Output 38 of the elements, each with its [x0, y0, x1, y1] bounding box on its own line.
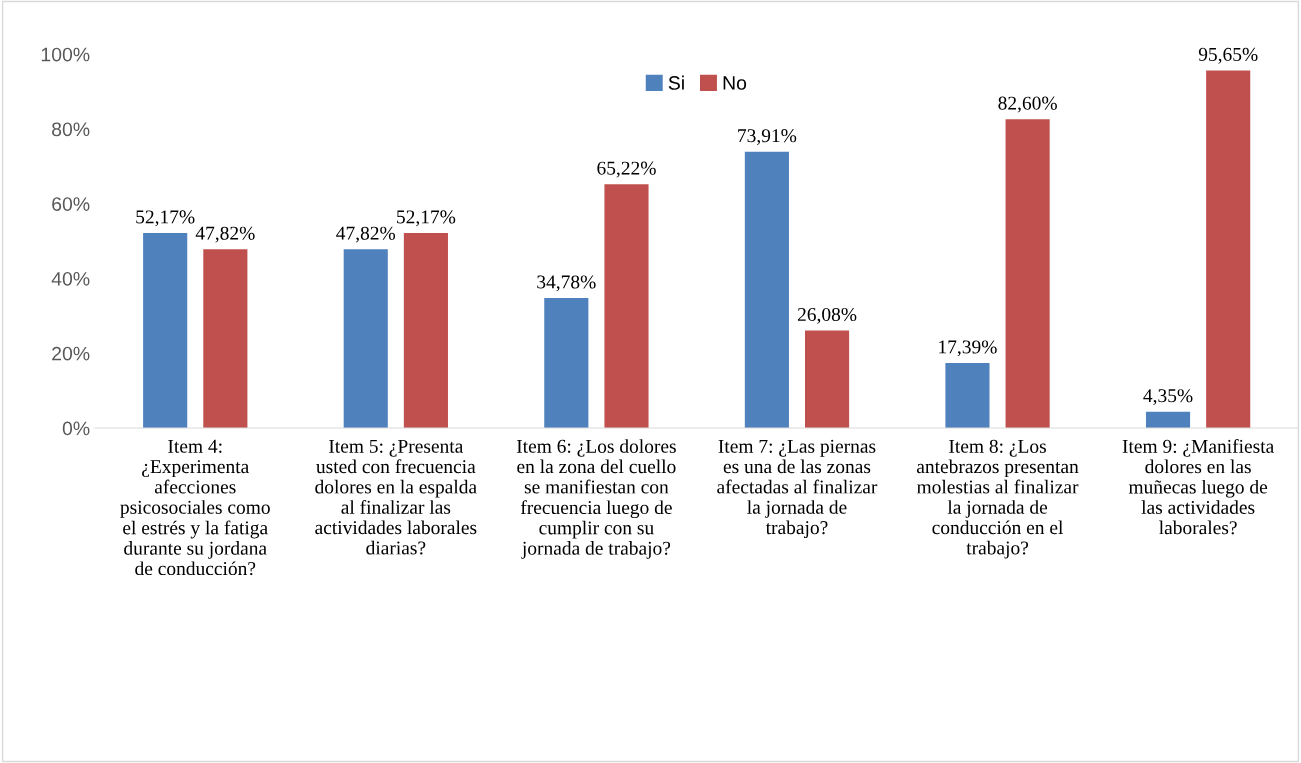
data-label: 95,65%: [1198, 47, 1258, 64]
x-tick-label: Item 8: ¿Los antebrazos presentan molestias al finalizar la jornada de conducción en el trabajo?: [916, 439, 1079, 559]
x-tick-label: Item 9: ¿Manifiesta dolores en las muñecas luego de las actividades laborales?: [1122, 439, 1274, 535]
data-label: 34,78%: [537, 275, 596, 292]
data-label: 52,17%: [397, 210, 456, 227]
data-label: 47,82%: [195, 226, 255, 243]
x-tick-label: Item 7: ¿Las piernas es una de las zonas afectadas al finalizar la jornada de trabajo?: [717, 439, 878, 539]
data-label: 17,39%: [939, 340, 997, 357]
bar: [604, 184, 649, 429]
bar: [1145, 411, 1191, 429]
bar: [945, 363, 990, 429]
data-label: 4,35%: [1143, 389, 1193, 406]
data-label: 65,22%: [597, 161, 656, 178]
data-label: 52,17%: [136, 210, 195, 227]
legend-label: No: [723, 76, 747, 90]
bar: [544, 298, 589, 429]
x-tick-label: Item 6: ¿Los dolores en la zona del cuello se manifiestan con frecuencia luego de cumplir con su jornada de trabajo?: [516, 439, 676, 559]
y-tick-label: 60%: [52, 197, 90, 211]
x-tick-label: Item 5: ¿Presenta usted con frecuencia dolores en la espalda al finalizar las actividades laborales diarias?: [315, 439, 477, 555]
bar: [143, 233, 188, 429]
data-label: 26,08%: [797, 307, 857, 324]
bar: [744, 151, 789, 429]
bar: [1206, 70, 1251, 429]
y-tick-label: 80%: [52, 122, 90, 137]
bar: [203, 249, 248, 429]
y-tick-label: 20%: [52, 346, 90, 361]
data-label: 82,60%: [998, 96, 1057, 113]
bar: [1005, 119, 1050, 429]
bar: [403, 233, 448, 429]
data-label: 73,91%: [738, 129, 797, 146]
data-label: 47,82%: [336, 226, 396, 243]
y-tick-label: 0%: [62, 421, 90, 436]
y-tick-label: 100%: [41, 47, 90, 62]
x-tick-label: Item 4: ¿Experimenta afecciones psicosociales como el estrés y la fatiga durante su jordana de conducción?: [120, 439, 270, 576]
legend-label: Si: [668, 75, 684, 90]
y-tick-label: 40%: [51, 271, 90, 286]
bar: [804, 330, 850, 429]
bar: [343, 249, 388, 429]
